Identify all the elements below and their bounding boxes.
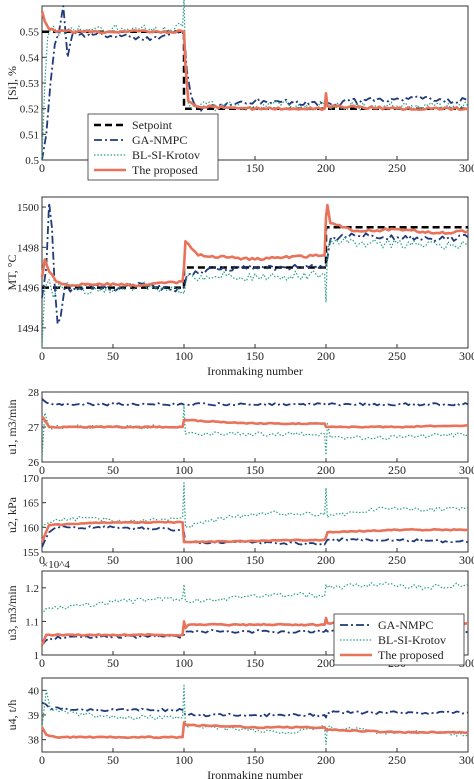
x-tick-label: 100 xyxy=(175,463,193,477)
y-tick-label: 1.1 xyxy=(25,616,39,628)
y-tick-label: 1494 xyxy=(17,323,40,335)
series-line-the-proposed xyxy=(40,520,469,544)
x-tick-label: 150 xyxy=(246,753,264,767)
x-tick-label: 50 xyxy=(107,553,119,567)
series-line-the-proposed xyxy=(40,203,469,288)
x-tick-label: 200 xyxy=(317,656,335,670)
y-axis-label: u3, m3/min xyxy=(5,585,19,640)
y-axis-label: [Si], % xyxy=(5,66,19,100)
y-tick-label: 155 xyxy=(23,547,40,559)
x-tick-label: 250 xyxy=(388,553,406,567)
y-axis-label: u4, t/h xyxy=(5,700,19,731)
y-tick-label: 39 xyxy=(28,710,40,722)
y-axis-label: MT, °C xyxy=(5,255,19,291)
x-tick-label: 200 xyxy=(317,753,335,767)
x-tick-label: 150 xyxy=(246,656,264,670)
series-line-bl-si-krotov xyxy=(41,581,469,616)
series-line-the-proposed xyxy=(40,10,469,112)
y-tick-label: 26 xyxy=(28,457,40,469)
x-tick-label: 300 xyxy=(459,553,474,567)
y-axis-label: u2, kPa xyxy=(5,496,19,533)
y-tick-label: 0.51 xyxy=(20,129,39,141)
legend-label: Setpoint xyxy=(132,118,173,132)
y-axis-label: u1, m3/min xyxy=(5,399,19,454)
x-tick-label: 300 xyxy=(459,349,474,363)
y-tick-label: 1500 xyxy=(17,202,40,214)
series-line-bl-si-krotov xyxy=(41,405,469,459)
y-tick-label: 40 xyxy=(28,685,40,697)
x-tick-label: 200 xyxy=(317,553,335,567)
y-tick-label: 1.2 xyxy=(25,583,39,595)
legend-label: BL-SI-Krotov xyxy=(378,633,446,647)
x-tick-label: 250 xyxy=(388,463,406,477)
x-tick-label: 200 xyxy=(317,161,335,175)
legend-label: BL-SI-Krotov xyxy=(132,148,200,162)
y-tick-label: 0.54 xyxy=(20,52,40,64)
y-tick-label: 1498 xyxy=(17,242,40,254)
y-tick-label: 0.55 xyxy=(20,27,40,39)
y-tick-label: 27 xyxy=(28,422,40,434)
y-tick-label: 160 xyxy=(23,522,40,534)
y-tick-label: 0.5 xyxy=(25,155,39,167)
y-tick-label: 1 xyxy=(34,650,40,662)
x-tick-label: 150 xyxy=(246,553,264,567)
x-axis-label: Ironmaking number xyxy=(207,768,303,779)
plot-frame xyxy=(41,196,469,349)
y-tick-label: 165 xyxy=(23,498,40,510)
series-line-ga-nmpc xyxy=(41,5,469,161)
x-tick-label: 50 xyxy=(107,656,119,670)
y-tick-label: 28 xyxy=(28,387,40,399)
series-line-bl-si-krotov xyxy=(41,236,469,349)
x-tick-label: 100 xyxy=(175,553,193,567)
x-tick-label: 50 xyxy=(107,753,119,767)
x-tick-label: 100 xyxy=(175,349,193,363)
x-tick-label: 200 xyxy=(317,463,335,477)
x-tick-label: 200 xyxy=(317,349,335,363)
x-tick-label: 250 xyxy=(388,161,406,175)
y-tick-label: 0.53 xyxy=(20,78,40,90)
y-tick-label: 0.52 xyxy=(20,104,39,116)
x-tick-label: 150 xyxy=(246,349,264,363)
x-tick-label: 300 xyxy=(459,753,474,767)
x-tick-label: 300 xyxy=(459,463,474,477)
legend-box xyxy=(333,613,465,666)
series-line-bl-si-krotov xyxy=(41,0,469,161)
x-tick-label: 0 xyxy=(39,463,45,477)
x-tick-label: 150 xyxy=(246,161,264,175)
x-tick-label: 0 xyxy=(39,161,45,175)
legend-label: GA-NMPC xyxy=(378,618,433,632)
legend-label: GA-NMPC xyxy=(132,133,187,147)
x-tick-label: 150 xyxy=(246,463,264,477)
legend-label: The proposed xyxy=(132,163,198,177)
series-line-the-proposed xyxy=(40,721,469,740)
series-line-ga-nmpc xyxy=(41,701,469,719)
x-tick-label: 0 xyxy=(39,753,45,767)
legend-label: The proposed xyxy=(378,648,444,662)
axis-multiplier: ×10^4 xyxy=(42,559,70,571)
x-tick-label: 250 xyxy=(388,349,406,363)
x-tick-label: 300 xyxy=(459,161,474,175)
x-tick-label: 100 xyxy=(175,656,193,670)
series-line-ga-nmpc xyxy=(41,398,469,407)
y-tick-label: 170 xyxy=(23,473,40,485)
y-tick-label: 38 xyxy=(28,735,40,747)
x-tick-label: 0 xyxy=(39,656,45,670)
series-line-ga-nmpc xyxy=(41,202,469,325)
x-axis-label: Ironmaking number xyxy=(207,364,303,378)
x-tick-label: 0 xyxy=(39,349,45,363)
series-line-the-proposed xyxy=(40,415,469,429)
x-tick-label: 250 xyxy=(388,753,406,767)
x-tick-label: 50 xyxy=(107,349,119,363)
x-tick-label: 50 xyxy=(107,463,119,477)
x-tick-label: 100 xyxy=(175,753,193,767)
y-tick-label: 1496 xyxy=(17,283,40,295)
x-tick-label: 0 xyxy=(39,553,45,567)
